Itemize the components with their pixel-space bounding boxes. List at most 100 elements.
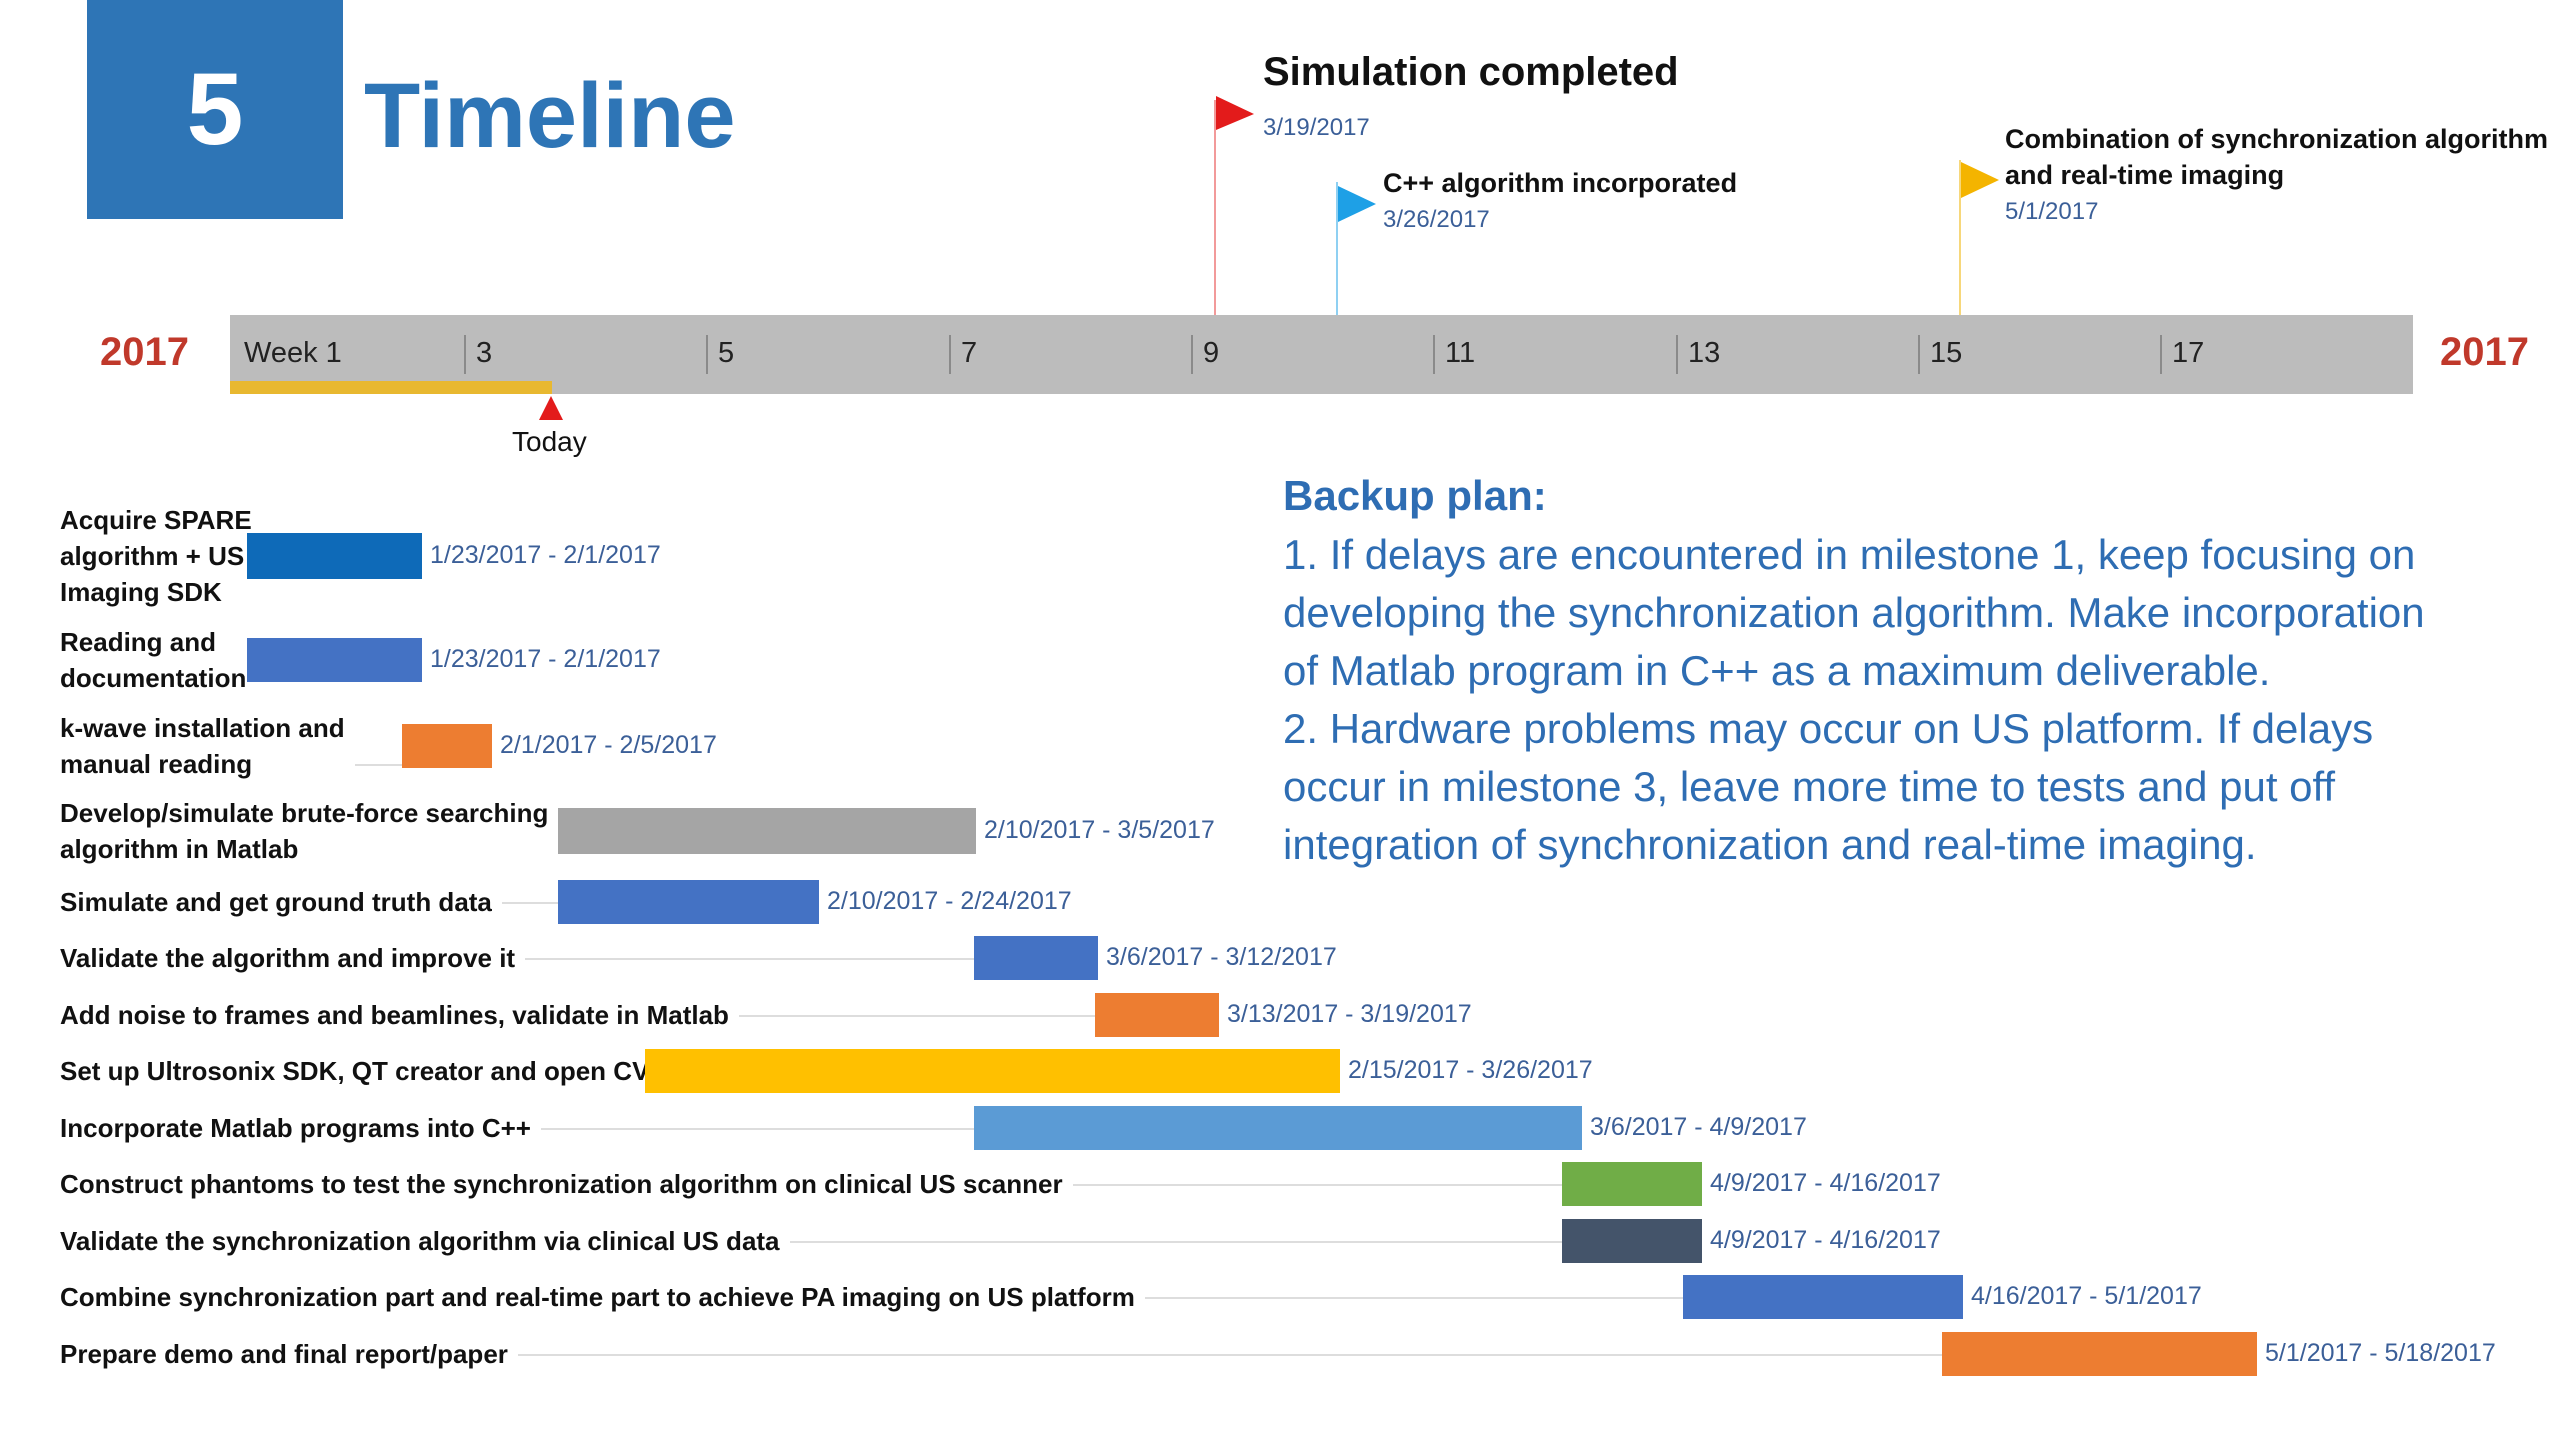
progress-bar [230, 381, 552, 394]
task-label-line: Set up Ultrosonix SDK, QT creator and op… [60, 1056, 650, 1086]
task-leader-line [501, 902, 558, 904]
task-date-range: 2/1/2017 - 2/5/2017 [500, 731, 717, 759]
backup-plan-line: integration of synchronization and real-… [1283, 821, 2257, 868]
week-label: 17 [2172, 337, 2205, 369]
task-label: Incorporate Matlab programs into C++ [60, 1110, 531, 1146]
task-label-line: algorithm in Matlab [60, 834, 299, 864]
section-number: 5 [186, 52, 244, 166]
task-date-range: 3/13/2017 - 3/19/2017 [1227, 1000, 1472, 1028]
week-band: Week 1 3 5 7 9 11 13 15 17 [230, 315, 2413, 394]
year-label-right: 2017 [2440, 330, 2529, 374]
task-label: Construct phantoms to test the synchroni… [60, 1166, 1063, 1202]
task-date-range: 3/6/2017 - 4/9/2017 [1590, 1113, 1807, 1141]
milestone-date: 3/19/2017 [1263, 114, 1370, 141]
today-marker-icon [539, 396, 563, 420]
backup-plan-line: developing the synchronization algorithm… [1283, 589, 2425, 636]
task-label-line: Simulate and get ground truth data [60, 887, 492, 917]
task-bar [247, 533, 422, 579]
task-date-range: 4/9/2017 - 4/16/2017 [1710, 1169, 1941, 1197]
week-tick [949, 335, 951, 374]
milestone-date: 3/26/2017 [1383, 206, 1490, 233]
milestone-title: C++ algorithm incorporated [1383, 168, 1738, 198]
week-label: 11 [1445, 337, 1476, 369]
year-label-left: 2017 [100, 330, 189, 374]
milestone-title: Simulation completed [1263, 50, 1679, 94]
week-label: 15 [1930, 337, 1963, 369]
task-label-line: documentation [60, 663, 247, 693]
task-label: Validate the algorithm and improve it [60, 940, 515, 976]
task-label: Prepare demo and final report/paper [60, 1336, 508, 1372]
task-date-range: 5/1/2017 - 5/18/2017 [2265, 1339, 2496, 1367]
task-date-range: 4/9/2017 - 4/16/2017 [1710, 1226, 1941, 1254]
backup-plan-line: of Matlab program in C++ as a maximum de… [1283, 647, 2271, 694]
week-label: 13 [1688, 337, 1721, 369]
red-flag-icon [1216, 96, 1254, 130]
task-label-line: Imaging SDK [60, 577, 222, 607]
task-label-line: Construct phantoms to test the synchroni… [60, 1169, 1063, 1199]
task-label-line: algorithm + US [60, 541, 245, 571]
task-bar [1095, 993, 1219, 1037]
task-label-line: Reading and [60, 627, 217, 657]
task-label-line: Acquire SPARE [60, 505, 252, 535]
task-bar [645, 1049, 1340, 1093]
task-bar [558, 808, 976, 854]
task-bar [974, 936, 1098, 980]
task-leader-line [540, 1128, 974, 1130]
task-date-range: 2/10/2017 - 3/5/2017 [984, 816, 1215, 844]
milestone-pole [1336, 182, 1338, 315]
task-label-line: Add noise to frames and beamlines, valid… [60, 1000, 729, 1030]
task-label: Simulate and get ground truth data [60, 884, 492, 920]
milestone-date: 5/1/2017 [2005, 198, 2099, 225]
task-bar [1942, 1332, 2257, 1376]
task-label: Add noise to frames and beamlines, valid… [60, 997, 729, 1033]
backup-plan: Backup plan: 1. If delays are encountere… [1283, 472, 2523, 874]
week-tick [1191, 335, 1193, 374]
task-label-line: Incorporate Matlab programs into C++ [60, 1113, 531, 1143]
backup-plan-line: 1. If delays are encountered in mileston… [1283, 531, 2416, 578]
task-date-range: 1/23/2017 - 2/1/2017 [430, 645, 661, 673]
week-tick [1918, 335, 1920, 374]
task-date-range: 3/6/2017 - 3/12/2017 [1106, 943, 1337, 971]
task-label-line: manual reading [60, 749, 253, 779]
task-leader-line [517, 1354, 1942, 1356]
task-date-range: 1/23/2017 - 2/1/2017 [430, 541, 661, 569]
week-label: 9 [1203, 337, 1220, 369]
task-bar [974, 1106, 1582, 1150]
task-leader-line [1072, 1184, 1562, 1186]
task-label-line: Develop/simulate brute-force searching [60, 798, 549, 828]
task-label: k-wave installation and manual reading [60, 710, 345, 782]
task-date-range: 4/16/2017 - 5/1/2017 [1971, 1282, 2202, 1310]
task-label: Acquire SPARE algorithm + US Imaging SDK [60, 502, 252, 610]
week-tick [1433, 335, 1435, 374]
task-label-line: Validate the synchronization algorithm v… [60, 1226, 780, 1256]
task-date-range: 2/15/2017 - 3/26/2017 [1348, 1056, 1593, 1084]
task-label: Validate the synchronization algorithm v… [60, 1223, 780, 1259]
milestone-pole [1959, 160, 1961, 315]
task-bar [1683, 1275, 1963, 1319]
task-leader-line [354, 764, 402, 766]
task-label-line: Combine synchronization part and real-ti… [60, 1282, 1135, 1312]
task-bar [247, 638, 422, 682]
yellow-flag-icon [1961, 162, 1999, 198]
task-label: Combine synchronization part and real-ti… [60, 1279, 1135, 1315]
section-number-box: 5 [87, 0, 343, 219]
task-leader-line [525, 958, 974, 960]
week-tick [1676, 335, 1678, 374]
backup-plan-title: Backup plan: [1283, 472, 1547, 519]
page-title: Timeline [364, 65, 736, 167]
blue-flag-icon [1338, 186, 1376, 222]
week-label: 3 [476, 337, 493, 369]
week-tick [706, 335, 708, 374]
week-tick [464, 335, 466, 374]
today-label: Today [512, 426, 587, 457]
task-label: Reading and documentation [60, 624, 246, 696]
task-bar [1562, 1162, 1702, 1206]
milestone-title-line-1: Combination of synchronization algorithm [2005, 124, 2548, 154]
task-bar [558, 880, 819, 924]
task-leader-line [789, 1241, 1562, 1243]
task-label: Set up Ultrosonix SDK, QT creator and op… [60, 1053, 649, 1089]
week-label: 5 [718, 337, 735, 369]
task-label: Develop/simulate brute-force searching al… [60, 795, 548, 867]
week-label: Week 1 [244, 337, 342, 369]
task-leader-line [738, 1015, 1095, 1017]
